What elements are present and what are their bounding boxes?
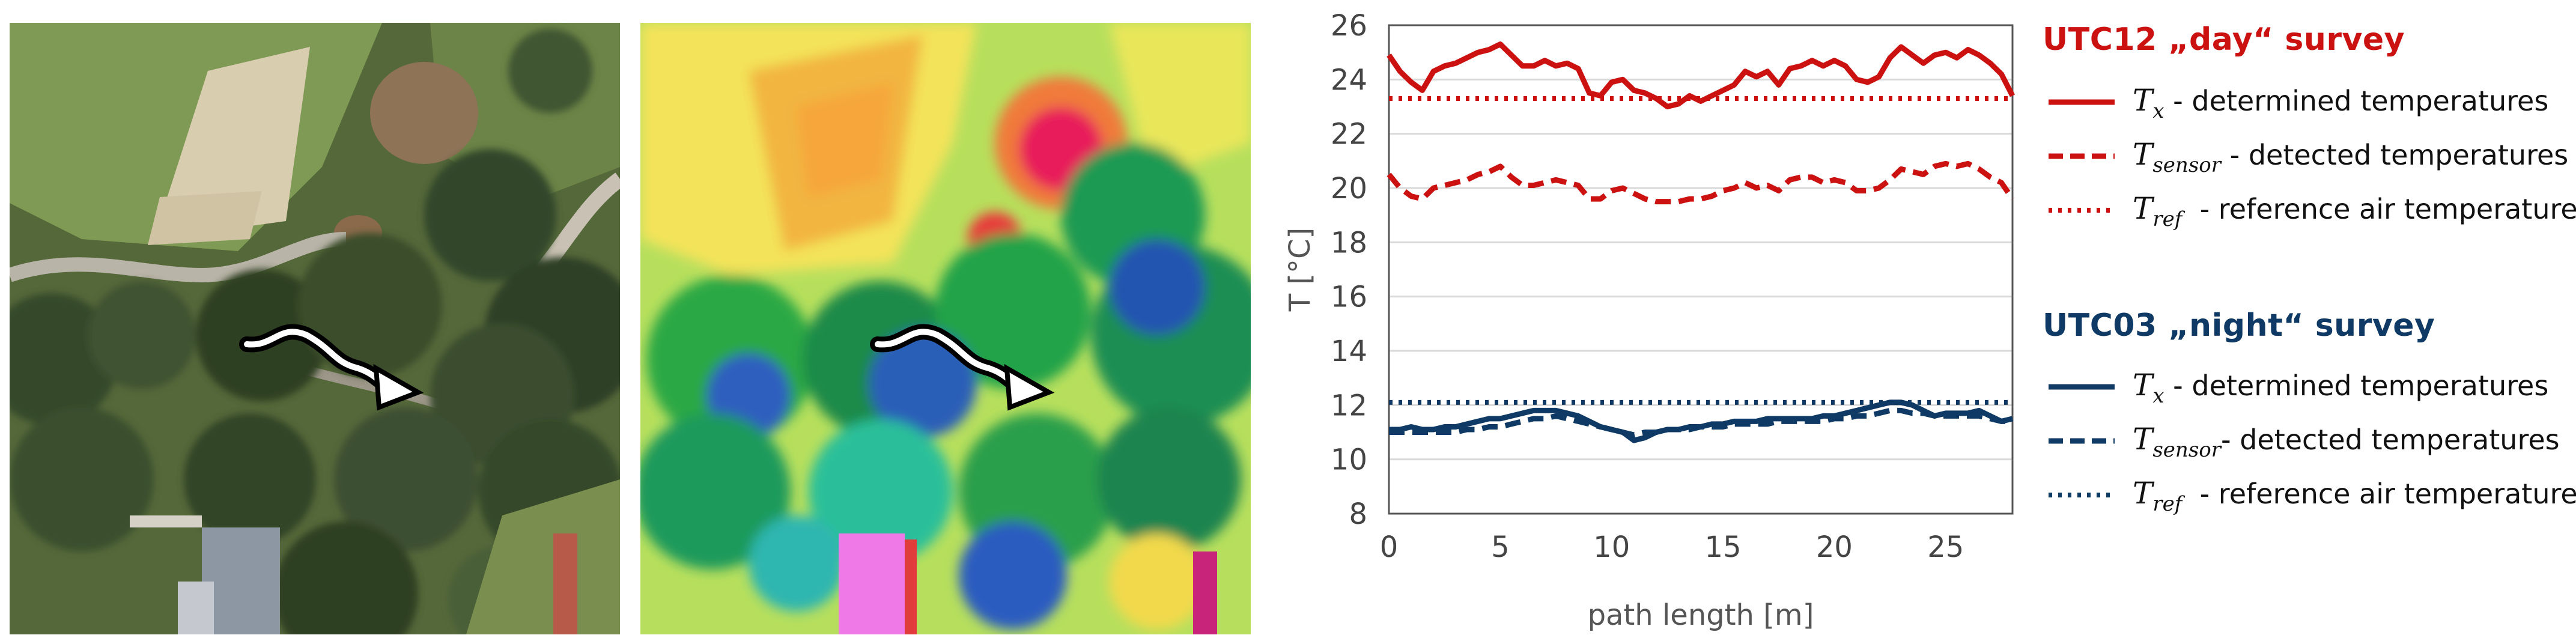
legend-label: Tref - reference air temperature <box>2133 476 2576 516</box>
thermal-map <box>640 23 1251 634</box>
legend-line-dotted <box>2049 208 2115 213</box>
legend-symbol: T <box>2133 476 2153 511</box>
x-tick-label: 5 <box>1491 530 1510 564</box>
legend-item-day-x: Tx - determined temperatures <box>2043 78 2576 126</box>
plot-frame <box>1388 24 2014 515</box>
series-line-night-solid <box>1389 399 2014 443</box>
y-tick-label: 16 <box>1331 281 1367 314</box>
legend-symbol: T <box>2133 191 2153 226</box>
x-tick-label: 15 <box>1705 530 1742 564</box>
legend-item-day-ref: Tref - reference air temperature <box>2043 186 2576 234</box>
legend-symbol: T <box>2133 83 2153 118</box>
legend-heading-night: UTC03 „night“ survey <box>2043 308 2435 344</box>
legend-item-night-sensor: Tsensor- detected temperatures <box>2043 417 2576 465</box>
y-tick-label: 24 <box>1331 63 1367 97</box>
legend-description: - detected temperatures <box>2221 139 2569 171</box>
legend-label: Tx - determined temperatures <box>2133 368 2549 408</box>
series-line-day-dashed <box>1387 160 2015 205</box>
y-tick-label: 18 <box>1331 226 1367 260</box>
legend-symbol: T <box>2133 368 2153 402</box>
legend-symbol: T <box>2133 422 2153 457</box>
legend-label: Tx - determined temperatures <box>2133 83 2549 123</box>
legend-label: Tsensor - detected temperatures <box>2133 137 2569 177</box>
aerial-photo <box>10 23 620 634</box>
legend-description: - reference air temperature <box>2182 193 2576 225</box>
y-tick-label: 20 <box>1331 172 1367 205</box>
legend-item-night-ref: Tref - reference air temperature <box>2043 471 2576 519</box>
legend-line-dashed <box>2049 438 2115 444</box>
legend-subscript: ref <box>2152 207 2183 231</box>
legend-description: - reference air temperature <box>2182 478 2576 510</box>
x-tick-label: 0 <box>1380 530 1399 564</box>
legend-label: Tref - reference air temperature <box>2133 191 2576 231</box>
y-axis-label: T [°C] <box>1283 228 1317 312</box>
legend-line-solid <box>2049 384 2115 390</box>
legend-subscript: x <box>2152 99 2164 123</box>
series-line-night-dashed <box>1389 407 2012 438</box>
x-tick-label: 25 <box>1927 530 1964 564</box>
y-tick-label: 14 <box>1331 335 1367 368</box>
path-arrow-icon <box>870 324 1055 411</box>
legend-description: - detected temperatures <box>2221 424 2560 456</box>
legend-symbol: T <box>2133 137 2153 172</box>
x-tick-label: 10 <box>1593 530 1630 564</box>
x-axis-label: path length [m] <box>1588 598 1814 632</box>
y-tick-label: 12 <box>1331 389 1367 422</box>
legend-subscript: ref <box>2152 492 2183 516</box>
y-tick-label: 10 <box>1331 443 1367 477</box>
legend-subscript: x <box>2152 384 2164 408</box>
legend-line-dashed <box>2049 153 2115 159</box>
y-tick-label: 8 <box>1349 497 1367 531</box>
legend-item-night-x: Tx - determined temperatures <box>2043 363 2576 411</box>
y-tick-label: 22 <box>1331 118 1367 151</box>
x-tick-label: 20 <box>1816 530 1853 564</box>
series-line-day-solid <box>1387 41 2016 109</box>
legend-line-dotted <box>2049 493 2115 497</box>
legend-item-day-sensor: Tsensor - detected temperatures <box>2043 132 2576 180</box>
legend-description: - determined temperatures <box>2164 369 2549 402</box>
legend-label: Tsensor- detected temperatures <box>2133 422 2560 462</box>
legend-heading-day: UTC12 „day“ survey <box>2043 22 2405 58</box>
temperature-line-chart: 8 10 12 14 16 18 20 22 24 26 0 5 10 15 20 25 path length… <box>1283 9 2016 632</box>
legend-description: - determined temperatures <box>2164 85 2549 117</box>
y-tick-label: 26 <box>1331 9 1367 43</box>
legend-line-solid <box>2049 99 2115 105</box>
legend-subscript: sensor <box>2152 153 2221 177</box>
legend-subscript: sensor <box>2152 438 2221 462</box>
path-arrow-icon <box>239 324 424 411</box>
